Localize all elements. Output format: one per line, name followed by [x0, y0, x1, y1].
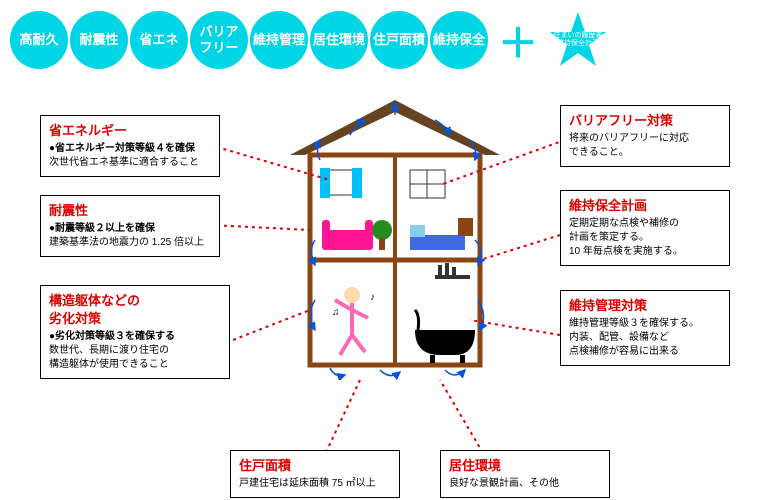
callout-seismic-desc: 建築基準法の地震力の 1.25 倍以上 [49, 236, 211, 250]
pillow-icon [410, 225, 425, 237]
curtain-left-icon [320, 168, 330, 198]
curtain-right-icon [352, 168, 362, 198]
callout-area: 住戸面積 戸建住宅は延床面積 75 ㎡以上 [230, 450, 400, 498]
callout-barrier: バリアフリー対策 将来のバリアフリーに対応 できること。 [560, 105, 730, 167]
music-note-icon: ♪ [370, 292, 375, 303]
callout-maint-mgmt-title: 維持管理対策 [569, 297, 721, 315]
shelf2-icon [435, 275, 470, 279]
circle-living-env: 居住環境 [310, 11, 368, 69]
star-line2: 維持保全計画 [557, 40, 599, 47]
sofa-icon [325, 230, 370, 250]
plus-icon: ＋ [498, 11, 538, 69]
callout-seismic-title: 耐震性 [49, 202, 211, 220]
circle-durability: 高耐久 [10, 11, 68, 69]
shelf-icon [458, 218, 473, 236]
tub-leg1 [430, 355, 435, 363]
plant-pot [379, 238, 385, 250]
bottle2-icon [445, 263, 449, 275]
callout-maint-plan-desc: 定期定期な点検や補修の 計画を策定する。 10 年毎点検を実施する。 [569, 217, 721, 259]
callout-maint-mgmt-desc: 維持管理等級３を確保する。 内装、配管、設備など 点検補修が容易に出来る [569, 317, 721, 359]
callout-area-desc: 戸建住宅は延床面積 75 ㎡以上 [239, 477, 391, 491]
callout-maint-mgmt: 維持管理対策 維持管理等級３を確保する。 内装、配管、設備など 点検補修が容易に… [560, 290, 730, 366]
bottle-icon [438, 265, 442, 275]
diagram-area: ♪ ♫ [0, 70, 780, 490]
callout-energy-bullet: ●省エネルギー対策等級４を確保 [49, 142, 211, 156]
callout-energy: 省エネルギー ●省エネルギー対策等級４を確保 次世代省エネ基準に適合すること [40, 115, 220, 177]
callout-seismic: 耐震性 ●耐震等級２以上を確保 建築基準法の地震力の 1.25 倍以上 [40, 195, 220, 257]
circle-barrier-free: バリア フリー [190, 11, 248, 69]
callout-barrier-desc: 将来のバリアフリーに対応 できること。 [569, 132, 721, 160]
circle-maintenance: 維持管理 [250, 11, 308, 69]
circle-floor-area: 住戸面積 [370, 11, 428, 69]
callout-seismic-bullet: ●耐震等級２以上を確保 [49, 222, 211, 236]
sofa-arm-r [365, 220, 373, 250]
callout-deterioration: 構造躯体などの 劣化対策 ●劣化対策等級３を確保する 数世代、長期に渡り住宅の … [40, 285, 230, 379]
callout-env-title: 居住環境 [449, 457, 601, 475]
callout-deterioration-bullet: ●劣化対策等級３を確保する [49, 330, 221, 344]
callout-deterioration-title: 構造躯体などの 劣化対策 [49, 292, 221, 328]
callout-energy-desc: 次世代省エネ基準に適合すること [49, 156, 211, 170]
callout-barrier-title: バリアフリー対策 [569, 112, 721, 130]
star-badge: 住まいの履歴書維持保全計画 [548, 10, 608, 70]
callout-area-title: 住戸面積 [239, 457, 391, 475]
person-head [344, 287, 360, 303]
sofa-arm-l [322, 220, 330, 250]
callout-env: 居住環境 良好な景観計画、その他 [440, 450, 610, 498]
house-illustration: ♪ ♫ [290, 100, 500, 380]
bottle3-icon [452, 267, 456, 275]
star-line1: 住まいの履歴書 [554, 32, 603, 39]
callout-energy-title: 省エネルギー [49, 122, 211, 140]
callout-env-desc: 良好な景観計画、その他 [449, 477, 601, 491]
circle-energy: 省エネ [130, 11, 188, 69]
tub-leg2 [460, 355, 465, 363]
callout-maint-plan: 維持保全計画 定期定期な点検や補修の 計画を策定する。 10 年毎点検を実施する… [560, 190, 730, 266]
music-note2-icon: ♫ [332, 307, 340, 318]
callout-maint-plan-title: 維持保全計画 [569, 197, 721, 215]
circle-seismic: 耐震性 [70, 11, 128, 69]
callout-deterioration-desc: 数世代、長期に渡り住宅の 構造躯体が使用できること [49, 344, 221, 372]
bed-icon [410, 235, 465, 250]
plant-icon [372, 220, 392, 240]
circle-preservation: 維持保全 [430, 11, 488, 69]
feature-circles-row: 高耐久 耐震性 省エネ バリア フリー 維持管理 居住環境 住戸面積 維持保全 … [0, 0, 780, 70]
